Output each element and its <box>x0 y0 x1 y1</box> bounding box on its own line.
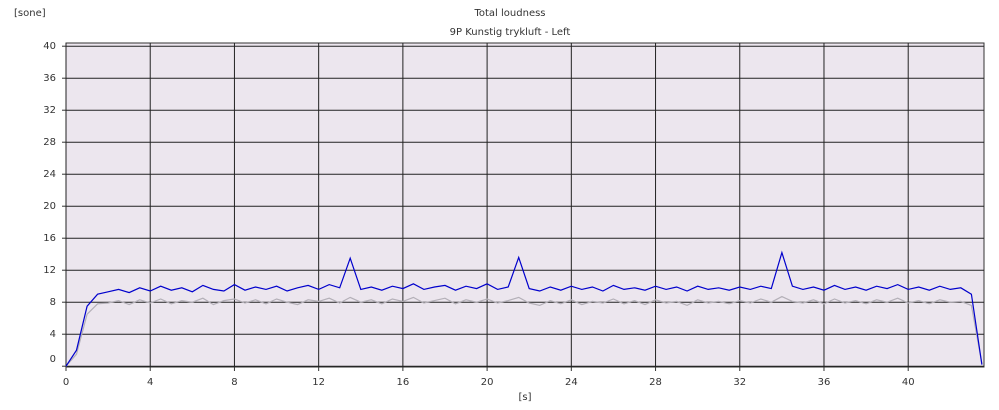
x-tick-label: 32 <box>733 377 746 388</box>
x-tick-label: 24 <box>565 377 578 388</box>
x-tick-label: 4 <box>147 377 153 388</box>
y-tick-label: 16 <box>43 233 56 244</box>
y-tick-label: 0 <box>50 354 56 365</box>
series-line <box>65 295 983 367</box>
y-tick-label: 8 <box>50 297 56 308</box>
y-axis-label: [sone] <box>14 8 46 19</box>
x-tick-label: 12 <box>312 377 325 388</box>
y-tick-label: 24 <box>43 169 56 180</box>
series-line <box>65 250 983 367</box>
x-tick-label: 20 <box>481 377 494 388</box>
x-axis-label: [s] <box>518 392 531 403</box>
x-tick-label: 0 <box>63 377 69 388</box>
chart-subtitle: 9P Kunstig trykluft - Left <box>450 27 571 38</box>
x-tick-label: 16 <box>397 377 410 388</box>
x-tick-label: 28 <box>649 377 662 388</box>
y-tick-label: 40 <box>43 41 56 52</box>
y-tick-label: 36 <box>43 73 56 84</box>
y-tick-label: 12 <box>43 265 56 276</box>
y-tick-label: 4 <box>50 329 56 340</box>
y-tick-label: 28 <box>43 137 56 148</box>
y-tick-label: 32 <box>43 105 56 116</box>
plot-area <box>65 42 985 368</box>
y-tick-label: 20 <box>43 201 56 212</box>
x-tick-label: 40 <box>902 377 915 388</box>
x-tick-label: 8 <box>231 377 237 388</box>
x-tick-label: 36 <box>818 377 831 388</box>
chart-title: Total loudness <box>473 8 545 19</box>
